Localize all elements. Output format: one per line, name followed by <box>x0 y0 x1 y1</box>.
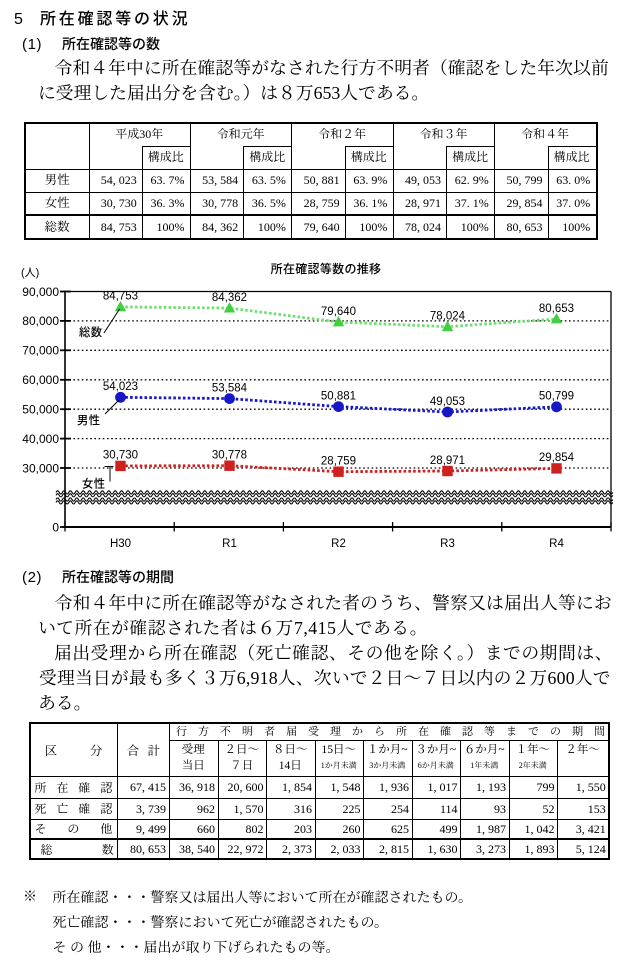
svg-text:84,362: 84,362 <box>212 292 247 304</box>
svg-text:(人): (人) <box>21 267 39 279</box>
svg-text:40,000: 40,000 <box>22 432 59 446</box>
svg-text:50,881: 50,881 <box>321 390 356 402</box>
svg-text:50,799: 50,799 <box>539 391 574 403</box>
svg-text:女性: 女性 <box>82 477 106 491</box>
svg-text:80,653: 80,653 <box>539 303 574 315</box>
svg-text:53,584: 53,584 <box>212 382 248 394</box>
svg-text:R4: R4 <box>549 538 564 550</box>
svg-text:60,000: 60,000 <box>22 373 59 387</box>
svg-text:50,000: 50,000 <box>22 403 59 417</box>
svg-text:H30: H30 <box>110 538 131 550</box>
svg-text:30,778: 30,778 <box>212 450 247 462</box>
svg-text:R3: R3 <box>440 538 455 550</box>
svg-text:30,730: 30,730 <box>103 450 138 462</box>
svg-text:70,000: 70,000 <box>22 344 59 358</box>
svg-text:R1: R1 <box>222 538 237 550</box>
svg-text:49,053: 49,053 <box>430 396 465 408</box>
svg-text:28,971: 28,971 <box>430 455 465 467</box>
svg-text:90,000: 90,000 <box>22 285 59 299</box>
svg-text:79,640: 79,640 <box>321 306 356 318</box>
svg-text:84,753: 84,753 <box>103 291 138 303</box>
svg-text:29,854: 29,854 <box>539 452 575 464</box>
svg-text:80,000: 80,000 <box>22 314 59 328</box>
svg-text:0: 0 <box>52 520 59 534</box>
svg-text:総数: 総数 <box>79 325 103 339</box>
svg-text:R2: R2 <box>331 538 346 550</box>
svg-text:54,023: 54,023 <box>103 381 138 393</box>
svg-text:78,024: 78,024 <box>430 311 466 323</box>
svg-text:所在確認等数の推移: 所在確認等数の推移 <box>271 261 382 276</box>
svg-text:28,759: 28,759 <box>321 456 356 468</box>
svg-text:男性: 男性 <box>77 413 101 427</box>
svg-text:30,000: 30,000 <box>22 461 59 475</box>
